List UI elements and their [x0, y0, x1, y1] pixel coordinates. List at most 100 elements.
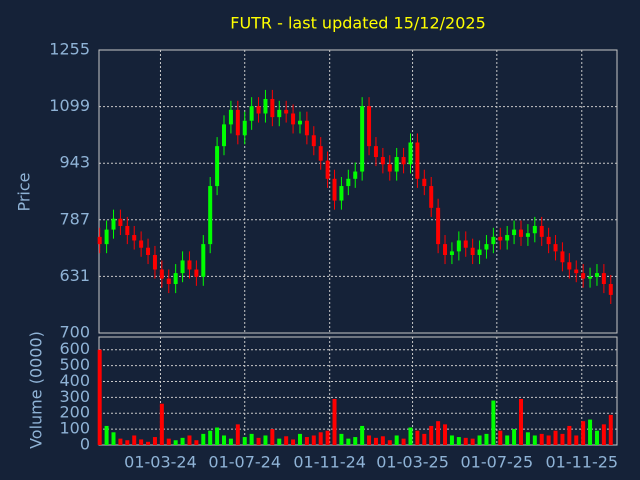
candle-body: [401, 157, 406, 165]
volume-bar: [97, 349, 102, 445]
volume-bar: [228, 438, 233, 445]
price-frame: [98, 49, 618, 334]
volume-bar: [152, 437, 157, 445]
candle-body: [415, 142, 420, 179]
candle-body: [125, 225, 130, 236]
volume-bar: [594, 430, 599, 445]
candle-body: [173, 273, 178, 285]
volume-bar: [505, 435, 510, 445]
volume-tick-label: 200: [59, 403, 90, 422]
volume-bar: [318, 432, 323, 445]
volume-bar: [242, 437, 247, 445]
candle-body: [339, 186, 344, 201]
volume-tick-label: 600: [59, 339, 90, 358]
candle-body: [422, 178, 427, 187]
candle-body: [228, 109, 233, 125]
candle-body: [284, 109, 289, 114]
candle-body: [222, 124, 227, 147]
volume-bar: [518, 398, 523, 445]
candle-body: [256, 106, 261, 114]
volume-bar: [560, 433, 565, 445]
volume-bar: [360, 425, 365, 445]
candle-body: [477, 249, 482, 255]
candle-body: [97, 236, 102, 245]
candle-body: [484, 244, 489, 250]
volume-bar: [187, 435, 192, 445]
candle-body: [518, 229, 523, 237]
volume-bar: [456, 437, 461, 445]
volume-bar: [608, 414, 613, 445]
candle-body: [408, 142, 413, 165]
x-tick-label: 01-07-24: [208, 453, 281, 472]
volume-bar: [132, 435, 137, 445]
candle-body: [215, 146, 220, 187]
volume-bar: [422, 433, 427, 445]
volume-bar: [270, 429, 275, 445]
volume-bar: [297, 433, 302, 445]
volume-bar: [512, 429, 517, 445]
volume-bar: [553, 430, 558, 445]
candle-body: [436, 207, 441, 245]
candle-body: [235, 109, 240, 136]
candle-body: [574, 269, 579, 274]
volume-tick-label: 100: [59, 419, 90, 438]
volume-bar: [159, 403, 164, 445]
candle-body: [588, 276, 593, 279]
volume-bar: [588, 419, 593, 445]
volume-bar: [139, 439, 144, 445]
candle-body: [194, 269, 199, 277]
volume-bar: [601, 424, 606, 445]
volume-bar: [401, 438, 406, 445]
candle-body: [318, 146, 323, 161]
candle-body: [429, 186, 434, 208]
candle-body: [263, 98, 268, 114]
volume-bar: [525, 432, 530, 445]
candle-body: [291, 113, 296, 125]
candle-body: [118, 218, 123, 226]
volume-bar: [277, 438, 282, 445]
volume-tick-label: 400: [59, 371, 90, 390]
candle-body: [443, 244, 448, 255]
volume-bar: [222, 435, 227, 445]
volume-bar: [304, 437, 309, 445]
volume-bar: [567, 425, 572, 445]
candle-body: [325, 160, 330, 179]
candle-body: [242, 120, 247, 136]
volume-bar: [367, 435, 372, 445]
candle-body: [360, 106, 365, 172]
volume-bar: [449, 435, 454, 445]
volume-bar: [353, 437, 358, 445]
candle-body: [311, 135, 316, 147]
candle-body: [187, 260, 192, 270]
candle-body: [346, 178, 351, 187]
volume-bar: [491, 400, 496, 445]
candle-body: [146, 247, 151, 255]
candle-body: [594, 273, 599, 277]
x-tick-label: 01-07-25: [461, 453, 534, 472]
volume-bar: [539, 433, 544, 445]
volume-tick-label: 0: [80, 435, 90, 454]
volume-bar: [332, 398, 337, 445]
volume-bar: [339, 433, 344, 445]
volume-bar: [346, 438, 351, 445]
candle-body: [553, 244, 558, 252]
candle-body: [380, 157, 385, 165]
candle-body: [270, 98, 275, 118]
candle-body: [180, 260, 185, 274]
y-axis-label: Price: [15, 172, 34, 211]
candle-body: [332, 178, 337, 201]
candle-body: [491, 236, 496, 245]
candle-body: [104, 229, 109, 245]
candle-body: [546, 236, 551, 245]
candle-body: [532, 225, 537, 234]
candle-body: [456, 240, 461, 252]
candle-body: [567, 262, 572, 270]
volume-bar: [125, 440, 130, 445]
candle-body: [608, 284, 613, 295]
candle-body: [166, 278, 171, 285]
volume-bar: [284, 436, 289, 445]
volume-bar: [166, 438, 171, 445]
candle-body: [249, 106, 254, 121]
volume-bar: [249, 433, 254, 445]
